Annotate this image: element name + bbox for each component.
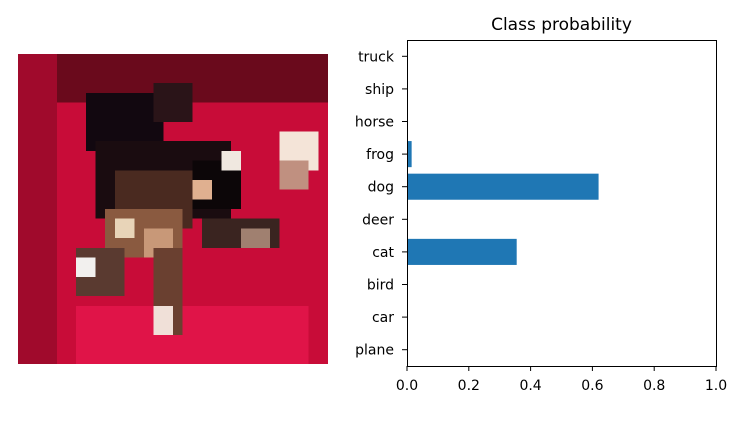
x-tick-label: 0.6 xyxy=(581,378,603,394)
input-image xyxy=(18,54,328,364)
x-tick-group: 0.0 0.2 0.4 0.6 0.8 1.0 xyxy=(396,366,727,394)
cat-paw-2 xyxy=(153,305,173,335)
y-tick-label-dog: dog xyxy=(368,180,394,196)
cat-ear xyxy=(153,83,193,122)
cat-paw-4-shadow xyxy=(279,160,309,190)
y-tick-label-cat: cat xyxy=(372,245,394,261)
y-tick-label-deer: deer xyxy=(362,212,394,228)
y-tick-label-horse: horse xyxy=(355,115,394,131)
x-tick-label: 0.0 xyxy=(396,378,418,394)
axes-frame xyxy=(407,40,717,367)
bar-frog xyxy=(407,141,412,168)
y-tick-label-plane: plane xyxy=(355,343,394,359)
cat-fur-light xyxy=(114,218,135,239)
y-tick-label-truck: truck xyxy=(358,49,395,65)
image-background-bright-bottom xyxy=(76,305,309,364)
image-background-dark-left xyxy=(18,54,57,364)
cat-leg-3-light xyxy=(240,228,270,248)
cat-paw-1 xyxy=(76,257,96,277)
x-tick-label: 1.0 xyxy=(705,378,727,394)
bar-dog xyxy=(407,173,599,200)
bar-cat xyxy=(407,238,517,265)
cat-white-patch xyxy=(221,150,241,171)
chart-title: Class probability xyxy=(491,15,632,35)
cat-face-light xyxy=(192,179,212,200)
y-tick-label-frog: frog xyxy=(366,147,394,163)
y-tick-labels: plane car bird cat deer dog frog horse ship truck xyxy=(355,49,407,359)
x-tick-label: 0.4 xyxy=(519,378,541,394)
y-tick-label-bird: bird xyxy=(367,278,394,294)
bars-group xyxy=(407,141,599,265)
y-tick-label-ship: ship xyxy=(365,82,394,98)
x-tick-label: 0.2 xyxy=(458,378,480,394)
y-tick-label-car: car xyxy=(372,310,394,326)
x-tick-label: 0.8 xyxy=(643,378,665,394)
